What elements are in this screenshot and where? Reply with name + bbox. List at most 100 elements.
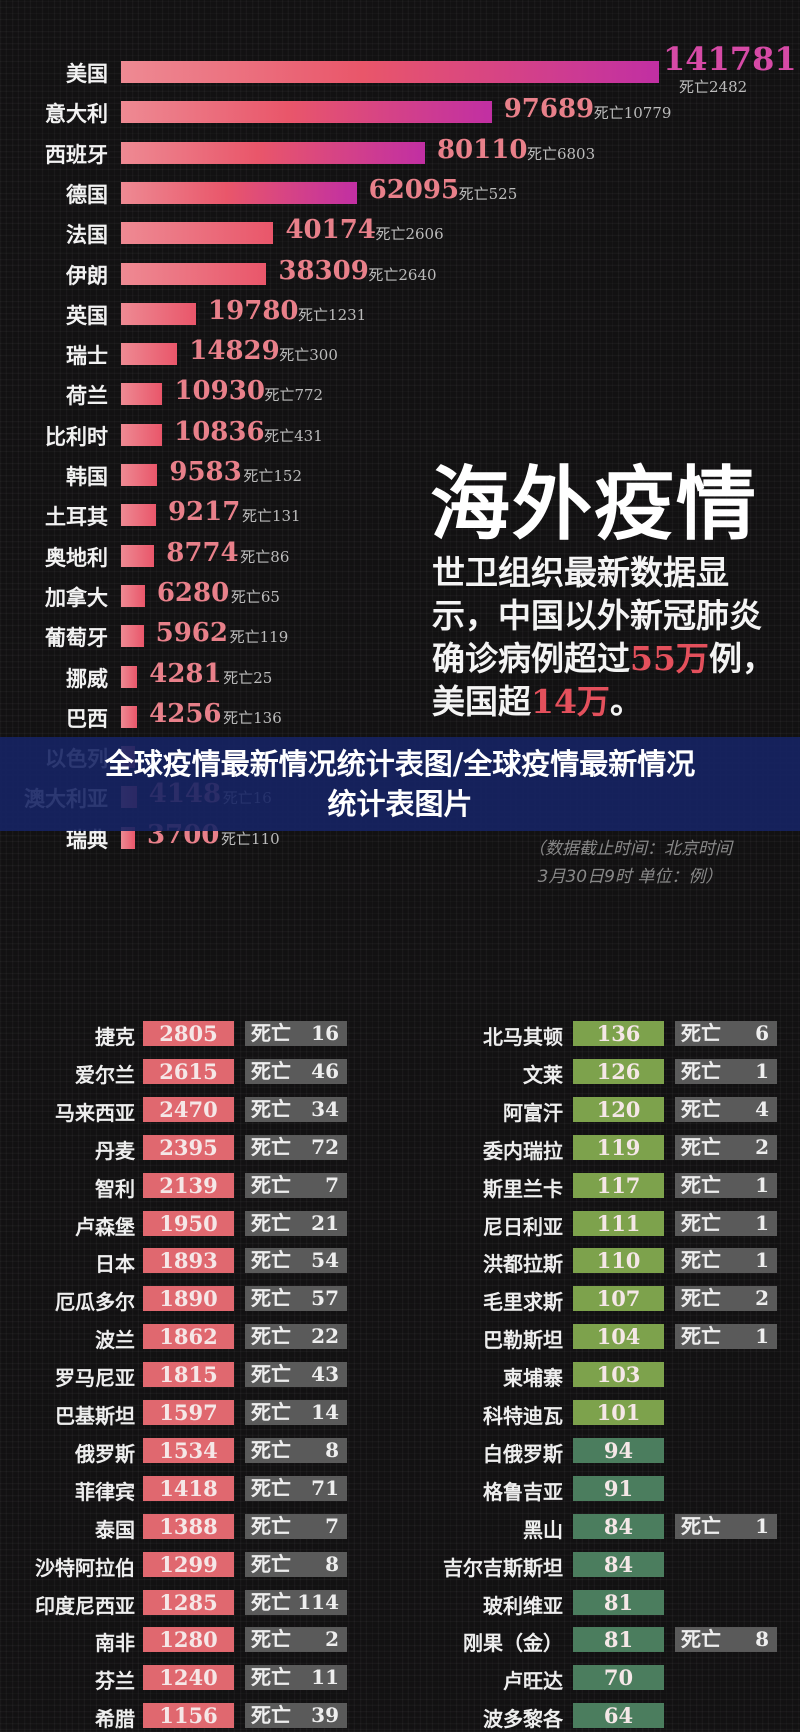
deaths-box: 死亡 11	[245, 1665, 347, 1691]
bar-deaths: 死亡2640	[368, 265, 437, 284]
deaths-box: 死亡 57	[245, 1286, 347, 1312]
deaths-value: 43	[311, 1362, 339, 1387]
bar	[121, 544, 155, 567]
deaths-box: 死亡 4	[675, 1096, 777, 1122]
bar-row: 荷兰 10930 死亡772	[0, 374, 800, 414]
bar-deaths: 死亡136	[223, 708, 282, 727]
deaths-value: 8	[755, 1627, 769, 1652]
bar-label: 法国	[66, 222, 108, 248]
bar	[121, 343, 178, 366]
cases-box: 2805	[143, 1021, 234, 1046]
bar-row: 比利时 10836 死亡431	[0, 415, 800, 455]
deaths-label: 死亡	[251, 1437, 291, 1462]
summary-text: 例，美国超	[432, 639, 775, 721]
cases-box: 1418	[143, 1475, 234, 1501]
bar-deaths: 死亡25	[223, 668, 273, 687]
cases-box: 70	[573, 1665, 664, 1691]
bar-row: 加拿大 6280 死亡65	[0, 576, 800, 616]
country-name: 文莱	[523, 1062, 563, 1087]
cases-box: 1893	[143, 1248, 234, 1274]
cases-box: 94	[573, 1437, 664, 1463]
deaths-box: 死亡 8	[245, 1437, 347, 1463]
deaths-box: 死亡 71	[245, 1475, 347, 1501]
deaths-box: 死亡 7	[245, 1513, 347, 1539]
deaths-box: 死亡 22	[245, 1324, 347, 1350]
country-name: 马来西亚	[55, 1100, 135, 1125]
deaths-label: 死亡	[681, 1058, 721, 1083]
bar-value: 6280	[156, 577, 230, 608]
bar-row: 美国 141781 死亡2482	[0, 40, 800, 96]
country-name: 希腊	[95, 1707, 135, 1732]
country-name: 厄瓜多尔	[55, 1290, 135, 1315]
table-row: 尼日利亚 111 死亡 1	[0, 1210, 800, 1239]
data-note: （数据截止时间：北京时间 3月30日9时 单位：例）	[480, 835, 780, 891]
table-row: 罗马尼亚 1815 死亡 43	[0, 1362, 800, 1391]
table-row: 泰国 1388 死亡 7	[0, 1513, 800, 1542]
bar-row: 英国 19780 死亡1231	[0, 294, 800, 334]
country-name: 智利	[95, 1176, 135, 1201]
bar-value: 4281	[149, 658, 222, 689]
table-row: 玻利维亚 81	[0, 1589, 800, 1618]
bar-value: 10836	[174, 416, 265, 447]
country-name: 阿富汗	[503, 1100, 563, 1125]
bar-label: 比利时	[45, 423, 108, 449]
deaths-box: 死亡 2	[245, 1627, 347, 1653]
country-name: 罗马尼亚	[55, 1366, 135, 1391]
bar-label: 荷兰	[66, 383, 108, 409]
deaths-label: 死亡	[681, 1513, 721, 1538]
deaths-label: 死亡	[251, 1286, 291, 1311]
country-name: 毛里求斯	[483, 1290, 563, 1315]
country-name: 斯里兰卡	[483, 1176, 563, 1201]
table-row: 巴勒斯坦 104 死亡 1	[0, 1324, 800, 1352]
deaths-value: 71	[311, 1475, 339, 1500]
deaths-value: 14	[311, 1400, 339, 1424]
deaths-box: 死亡 1	[675, 1324, 777, 1350]
bar-label: 瑞士	[66, 343, 108, 369]
bar-row: 巴西 4256 死亡136	[0, 697, 800, 737]
deaths-label: 死亡	[681, 1172, 721, 1197]
deaths-box: 死亡 6	[675, 1021, 777, 1046]
table-row: 刚果（金） 81 死亡 8	[0, 1627, 800, 1656]
country-name: 刚果（金）	[463, 1631, 563, 1656]
deaths-label: 死亡	[251, 1248, 291, 1273]
deaths-box: 死亡 16	[245, 1021, 347, 1046]
deaths-box: 死亡 8	[245, 1551, 347, 1577]
deaths-box: 死亡 39	[245, 1703, 347, 1729]
summary-highlight-total: 55万	[630, 639, 709, 678]
bar-label: 伊朗	[66, 262, 108, 288]
bar-value: 19780	[208, 295, 299, 326]
deaths-box: 死亡 54	[245, 1248, 347, 1274]
cases-box: 101	[573, 1400, 664, 1425]
country-name: 格鲁吉亚	[483, 1479, 563, 1504]
table-row: 科特迪瓦 101	[0, 1400, 800, 1428]
summary-paragraph: 世卫组织最新数据显示，中国以外新冠肺炎确诊病例超过55万例，美国超14万。	[432, 551, 777, 723]
deaths-label: 死亡	[251, 1703, 291, 1728]
bar-deaths: 死亡431	[264, 426, 323, 445]
deaths-value: 16	[311, 1021, 339, 1045]
bar	[121, 625, 144, 648]
bar	[121, 181, 357, 204]
deaths-label: 死亡	[251, 1475, 291, 1500]
bar-value: 9217	[167, 497, 241, 528]
bar-deaths: 死亡772	[264, 386, 324, 405]
deaths-value: 72	[311, 1134, 339, 1159]
table-row: 巴基斯坦 1597 死亡 14	[0, 1400, 800, 1428]
bar-deaths: 死亡110	[221, 829, 280, 848]
deaths-label: 死亡	[251, 1400, 291, 1424]
bar-value: 5962	[155, 618, 228, 649]
cases-box: 111	[573, 1210, 664, 1236]
cases-box: 2139	[143, 1172, 234, 1198]
deaths-value: 34	[311, 1096, 339, 1121]
deaths-box: 死亡 72	[245, 1134, 347, 1160]
country-name: 捷克	[95, 1025, 135, 1049]
headline: 海外疫情	[430, 457, 758, 551]
bar-deaths: 死亡525	[458, 184, 518, 203]
cases-box: 1815	[143, 1362, 234, 1388]
country-name: 俄罗斯	[75, 1441, 135, 1466]
bar-label: 英国	[66, 302, 108, 328]
table-row: 印度尼西亚 1285 死亡 114	[0, 1589, 800, 1618]
deaths-label: 死亡	[251, 1362, 291, 1387]
country-name: 芬兰	[95, 1669, 135, 1694]
cases-box: 120	[573, 1096, 664, 1122]
deaths-box: 死亡 21	[245, 1210, 347, 1236]
